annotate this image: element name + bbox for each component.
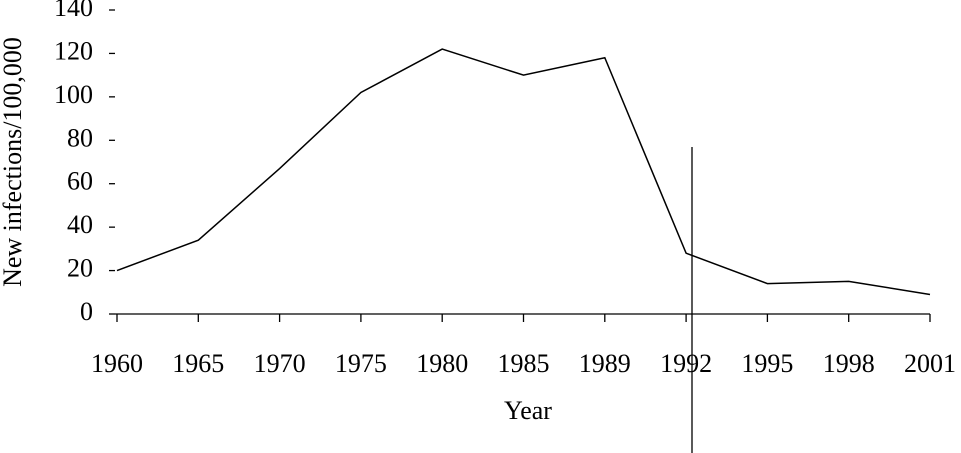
x-tick-label: 1960 [91,349,143,378]
y-tick-label: 80 [67,123,93,152]
x-tick-label: 1985 [498,349,550,378]
x-tick-label: 1975 [335,349,387,378]
x-tick-label: 1965 [172,349,224,378]
y-tick-label: 60 [67,167,93,196]
y-tick-label: 0 [80,297,93,326]
x-tick-label: 2001 [904,349,956,378]
x-tick-label: 1989 [579,349,631,378]
x-tick-label: 1970 [254,349,306,378]
data-line [116,48,931,296]
y-tick-label: 140 [54,0,93,22]
x-tick-label: 1980 [416,349,468,378]
y-tick-label: 100 [54,80,93,109]
x-tick-label: 1998 [823,349,875,378]
x-axis-label: Year [504,396,552,425]
y-tick-label: 20 [67,254,93,283]
x-tick-label: 1992 [660,349,712,378]
y-tick-label: 40 [67,210,93,239]
y-tick-label: 120 [54,36,93,65]
x-tick-label: 1995 [741,349,793,378]
y-axis-label: New infections/100,000 [0,37,27,287]
